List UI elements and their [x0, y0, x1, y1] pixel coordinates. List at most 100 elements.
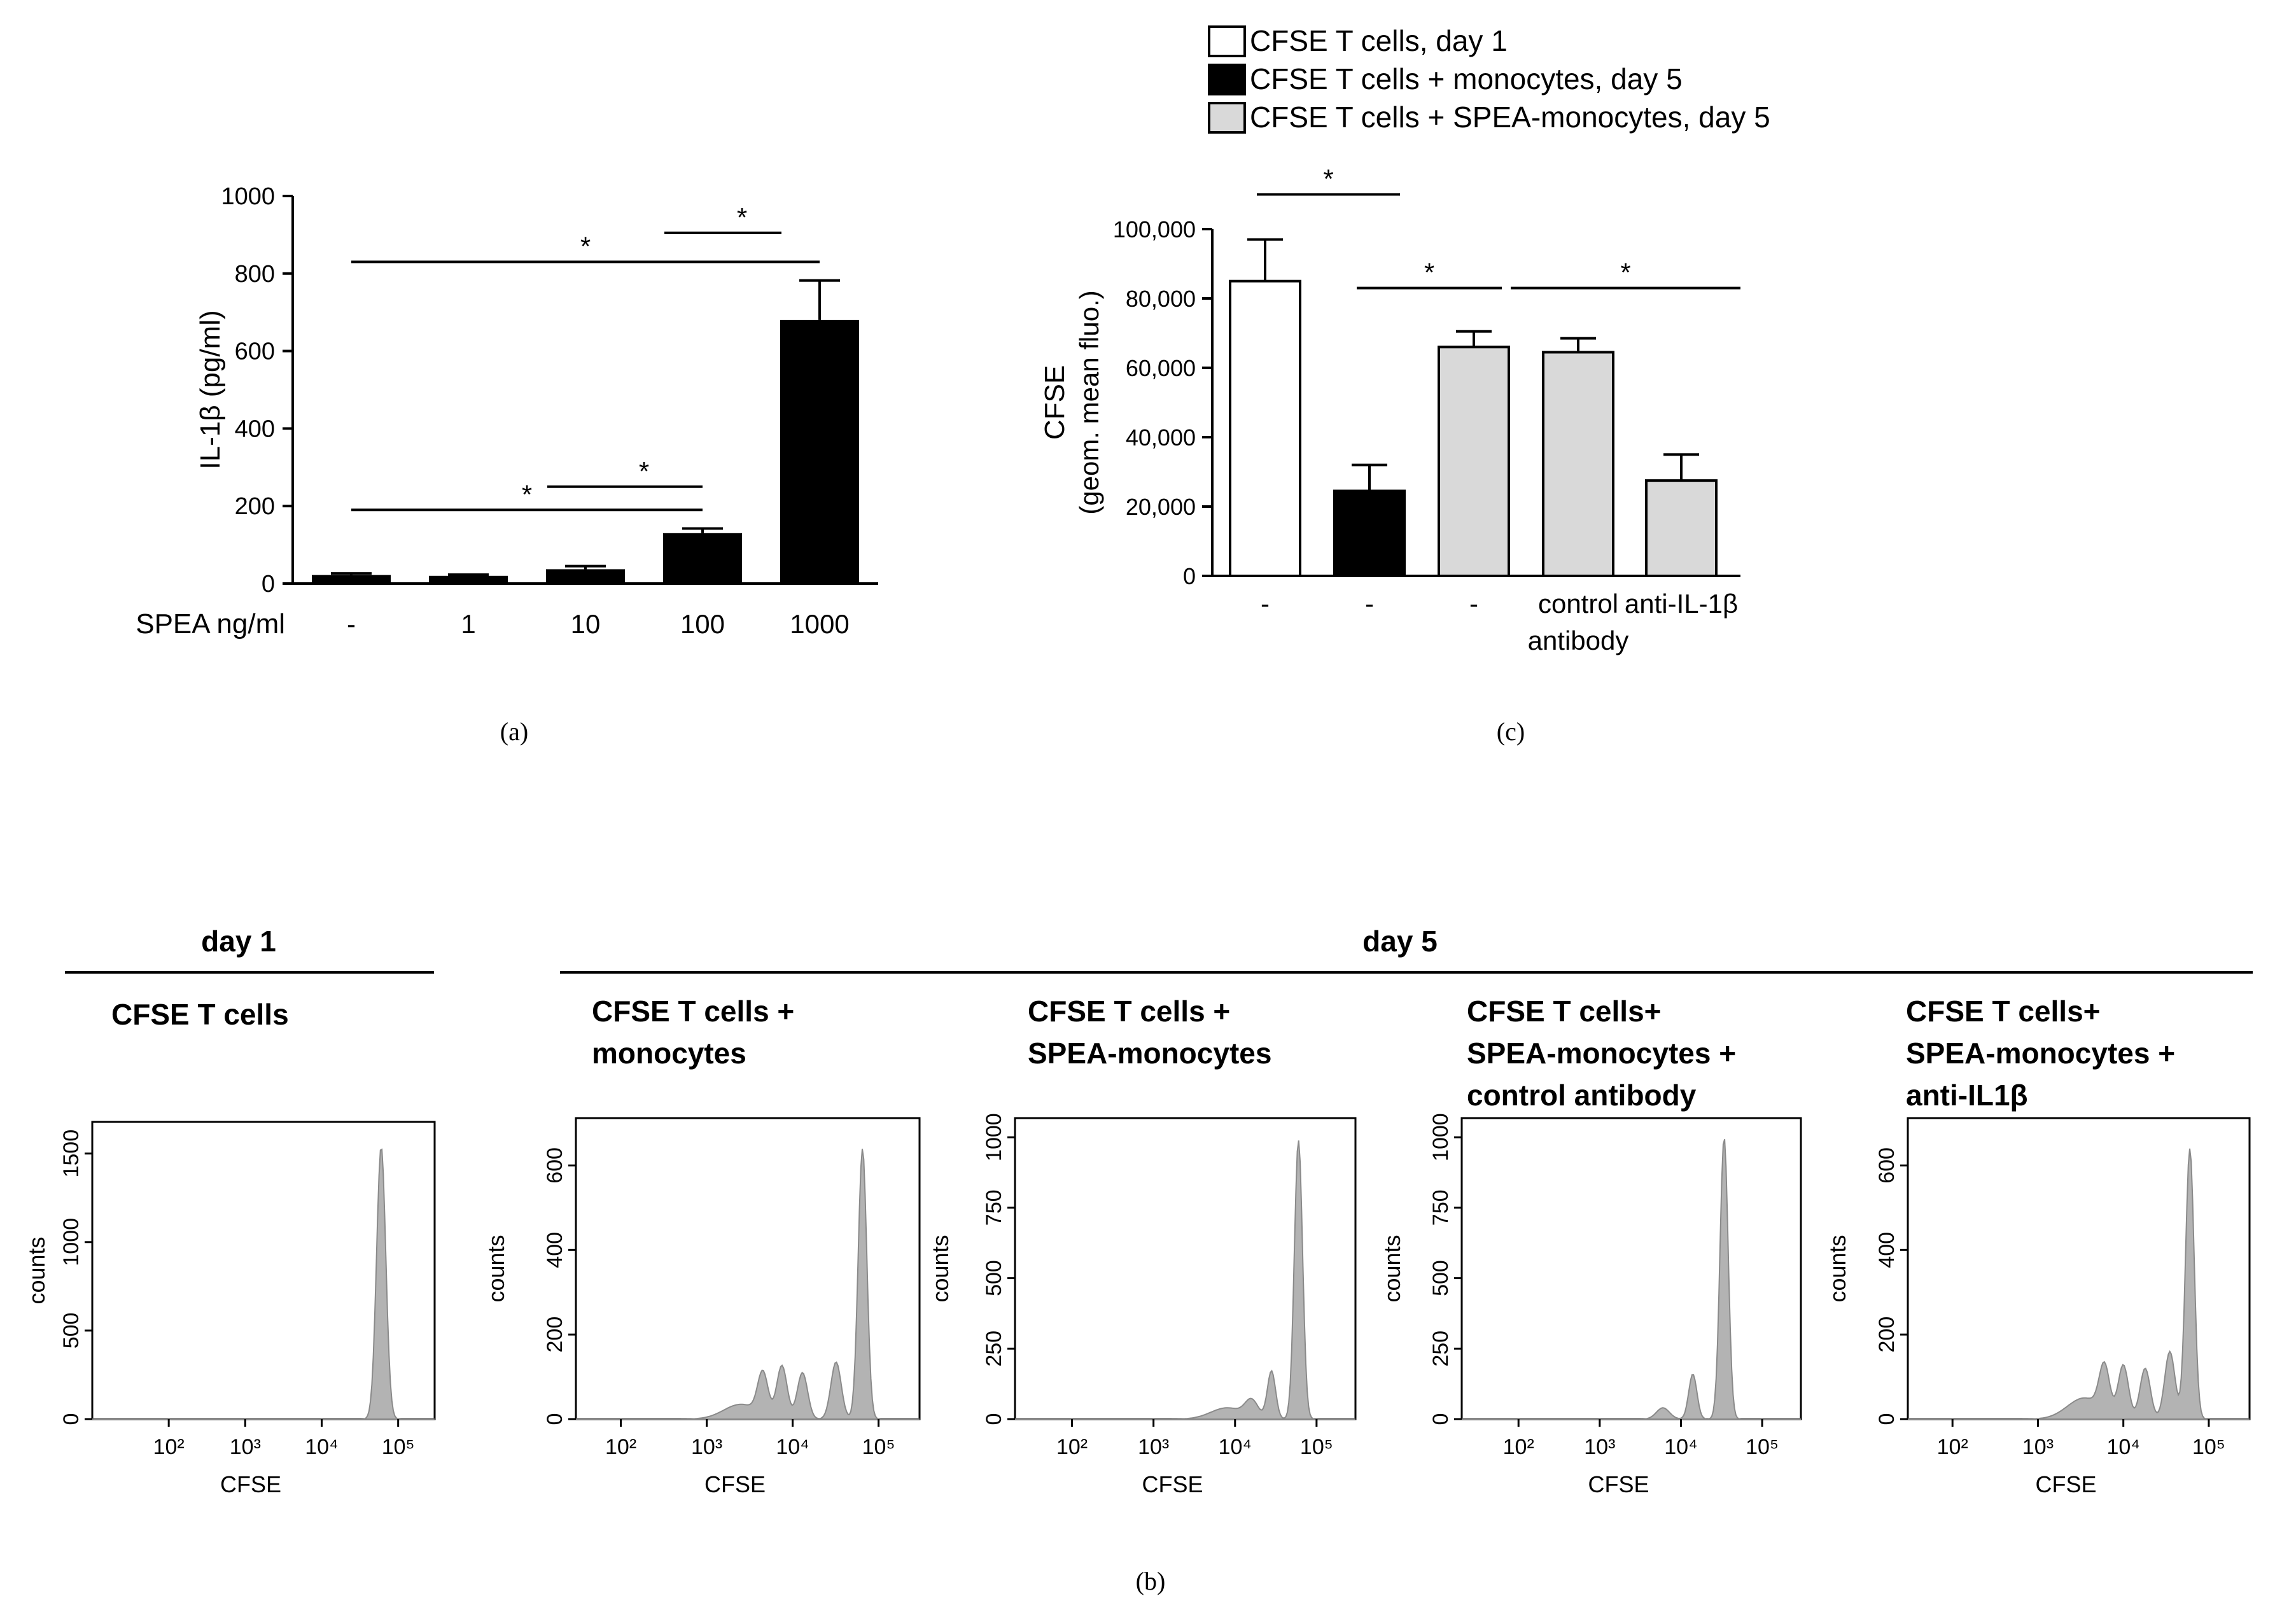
- bar: [1542, 351, 1614, 577]
- y-tick-label: 600: [1875, 1147, 1899, 1184]
- x-tick-label: 10⁴: [2106, 1435, 2139, 1459]
- x-tick-label: 10⁴: [776, 1435, 809, 1459]
- x-tick-label: 1000: [790, 609, 849, 639]
- histogram-area: [576, 1149, 920, 1420]
- y-tick-label: 250: [982, 1331, 1006, 1367]
- x-tick-label: anti-IL-1β: [1625, 589, 1738, 619]
- histogram-area: [92, 1148, 435, 1420]
- legend-label: CFSE T cells + SPEA-monocytes, day 5: [1250, 101, 1770, 134]
- x-tick-label: 10²: [1503, 1435, 1534, 1459]
- x-tick-label: 10: [571, 609, 601, 639]
- y-axis-label: IL-1β (pg/ml): [195, 310, 226, 469]
- x-tick-label: 10²: [153, 1435, 185, 1459]
- x-tick-label: 10⁴: [1664, 1435, 1697, 1459]
- x-axis-label: SPEA ng/ml: [136, 608, 285, 640]
- y-tick-label: 200: [543, 1317, 567, 1353]
- x-tick-label: 10⁵: [1300, 1435, 1333, 1459]
- x-axis-label: CFSE: [1588, 1471, 1649, 1497]
- histogram-title: SPEA-monocytes +: [1906, 1037, 2175, 1070]
- significance-star: *: [1323, 164, 1333, 194]
- significance-star: *: [1620, 258, 1630, 288]
- legend-swatch: [1208, 102, 1246, 134]
- y-tick-label: 1000: [1429, 1113, 1453, 1161]
- panel-label-b: (b): [1136, 1567, 1166, 1595]
- y-tick-label: 400: [1875, 1232, 1899, 1268]
- histogram-title: anti-IL1β: [1906, 1079, 2028, 1112]
- x-tick-label: -: [1365, 589, 1374, 619]
- y-tick-label: 80,000: [1126, 286, 1196, 312]
- legend-swatch: [1208, 25, 1246, 57]
- x-tick-label: 1: [461, 609, 475, 639]
- x-tick-label: 10³: [691, 1435, 722, 1459]
- y-axis-label: counts: [24, 1236, 50, 1304]
- chart-b-histograms: day 1 day 5 CFSE T cells 0 500 1000 1500 counts…: [24, 925, 2253, 1497]
- group-heading-day1: day 1: [201, 925, 276, 958]
- x-tick-label: control: [1538, 589, 1618, 619]
- y-tick-label: 250: [1429, 1331, 1453, 1367]
- x-axis-label: CFSE: [220, 1471, 281, 1497]
- x-tick-label: 10²: [1056, 1435, 1088, 1459]
- group-heading-day5: day 5: [1362, 925, 1438, 958]
- bar: [1645, 479, 1718, 577]
- y-tick-label: 0: [543, 1413, 567, 1425]
- significance-star: *: [522, 479, 532, 509]
- y-axis-label: CFSE: [1039, 365, 1070, 440]
- y-tick-label: 750: [1429, 1189, 1453, 1226]
- y-tick-label: 400: [235, 416, 275, 442]
- y-tick-label: 0: [1183, 563, 1196, 589]
- significance-star: *: [580, 232, 591, 262]
- y-tick-label: 1000: [982, 1113, 1006, 1161]
- histogram-title: CFSE T cells +: [1028, 995, 1230, 1028]
- y-tick-label: 1500: [59, 1130, 83, 1178]
- histogram-title: SPEA-monocytes: [1028, 1037, 1271, 1070]
- significance-star: *: [639, 456, 649, 486]
- histogram-title: monocytes: [592, 1037, 746, 1070]
- y-tick-label: 1000: [221, 183, 275, 210]
- x-tick-label: 10⁵: [382, 1435, 415, 1459]
- histogram-panel: CFSE T cells + monocytes 0 200 400 600 counts 1…: [483, 995, 921, 1497]
- x-tick-label: -: [347, 609, 356, 639]
- chart-c-bar-cfse: 0 20,000 40,000 60,000 80,000 100,000 CFSE (geo…: [1039, 24, 1770, 655]
- y-tick-label: 750: [982, 1189, 1006, 1226]
- histogram-title: CFSE T cells: [111, 998, 289, 1031]
- y-tick-label: 500: [59, 1313, 83, 1349]
- histogram-panel: CFSE T cells+ SPEA-monocytes + control ant…: [1379, 995, 1802, 1497]
- y-tick-label: 40,000: [1126, 424, 1196, 451]
- bar: [1333, 489, 1406, 577]
- bar: [663, 533, 742, 584]
- x-tick-label: -: [1261, 589, 1270, 619]
- x-axis-label: CFSE: [1142, 1471, 1203, 1497]
- y-axis-label: counts: [1824, 1235, 1851, 1302]
- x-axis-label: CFSE: [704, 1471, 766, 1497]
- y-tick-label: 600: [543, 1147, 567, 1184]
- y-tick-label: 800: [235, 261, 275, 288]
- y-tick-label: 0: [1429, 1413, 1453, 1425]
- y-tick-label: 400: [543, 1232, 567, 1268]
- x-tick-label: 10³: [1584, 1435, 1615, 1459]
- x-tick-label: 100: [680, 609, 725, 639]
- histogram-area: [1462, 1139, 1801, 1420]
- bar: [780, 319, 859, 584]
- x-tick-label: 10⁴: [305, 1435, 338, 1459]
- histogram-area: [1908, 1148, 2250, 1420]
- y-tick-label: 500: [1429, 1260, 1453, 1296]
- x-tick-label: 10⁵: [2192, 1435, 2225, 1459]
- y-axis-label: counts: [927, 1235, 953, 1302]
- y-tick-label: 0: [1875, 1413, 1899, 1425]
- x-tick-label: antibody: [1528, 626, 1629, 655]
- x-tick-label: 10⁵: [1746, 1435, 1779, 1459]
- panel-label-a: (a): [500, 717, 528, 746]
- bar: [312, 575, 391, 584]
- y-tick-label: 500: [982, 1260, 1006, 1296]
- x-tick-label: 10²: [605, 1435, 636, 1459]
- x-axis-label: CFSE: [2035, 1471, 2096, 1497]
- y-tick-label: 20,000: [1126, 494, 1196, 520]
- legend-swatch: [1208, 64, 1246, 95]
- y-tick-label: 0: [262, 571, 275, 598]
- x-tick-label: -: [1469, 589, 1478, 619]
- bar: [429, 575, 508, 584]
- histogram-panel: CFSE T cells + SPEA-monocytes 0 250 500 750 10…: [927, 995, 1357, 1497]
- y-tick-label: 100,000: [1113, 216, 1196, 242]
- significance-star: *: [737, 202, 747, 232]
